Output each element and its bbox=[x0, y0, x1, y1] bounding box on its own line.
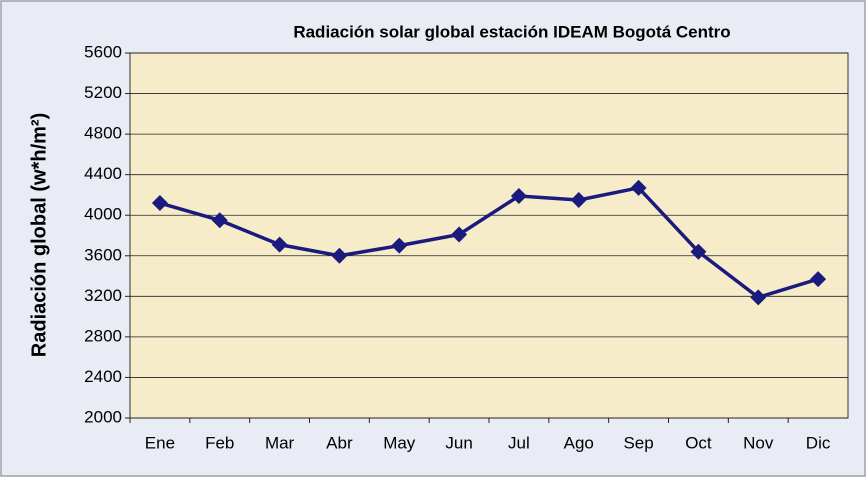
data-point bbox=[271, 236, 288, 253]
x-tick-label: Dic bbox=[806, 433, 831, 452]
chart-title: Radiación solar global estación IDEAM Bo… bbox=[293, 22, 730, 41]
x-tick-label: Jun bbox=[445, 433, 472, 452]
plot-area bbox=[129, 52, 849, 419]
x-tick-label: Sep bbox=[623, 433, 653, 452]
x-tick-label: Oct bbox=[685, 433, 712, 452]
data-point bbox=[570, 192, 587, 209]
y-tick-label: 4800 bbox=[84, 124, 122, 143]
data-point bbox=[750, 289, 767, 306]
x-tick-label: Mar bbox=[265, 433, 295, 452]
data-point bbox=[211, 212, 228, 229]
y-tick-label: 4400 bbox=[84, 164, 122, 183]
x-tick-label: May bbox=[383, 433, 416, 452]
data-point bbox=[331, 247, 348, 264]
y-tick-label: 4000 bbox=[84, 205, 122, 224]
x-tick-label: Nov bbox=[743, 433, 774, 452]
x-tick-label: Ene bbox=[145, 433, 175, 452]
y-tick-label: 2800 bbox=[84, 326, 122, 345]
data-point bbox=[391, 237, 408, 254]
x-tick-label: Ago bbox=[564, 433, 594, 452]
data-line bbox=[159, 186, 819, 300]
data-point bbox=[690, 243, 707, 260]
y-tick-label: 3200 bbox=[84, 286, 122, 305]
x-tick-label: Feb bbox=[205, 433, 234, 452]
data-point bbox=[630, 179, 647, 196]
y-tick-label: 2400 bbox=[84, 367, 122, 386]
y-tick-label: 3600 bbox=[84, 245, 122, 264]
y-axis-label: Radiación global (w*h/m²) bbox=[28, 113, 50, 357]
y-tick-label: 5200 bbox=[84, 83, 122, 102]
x-tick-label: Jul bbox=[508, 433, 530, 452]
data-point bbox=[451, 226, 468, 243]
y-tick-label: 5600 bbox=[84, 42, 122, 61]
x-tick-label: Abr bbox=[326, 433, 353, 452]
data-point bbox=[810, 271, 827, 288]
data-point bbox=[510, 187, 527, 204]
y-tick-label: 2000 bbox=[84, 407, 122, 426]
data-point bbox=[151, 195, 168, 212]
